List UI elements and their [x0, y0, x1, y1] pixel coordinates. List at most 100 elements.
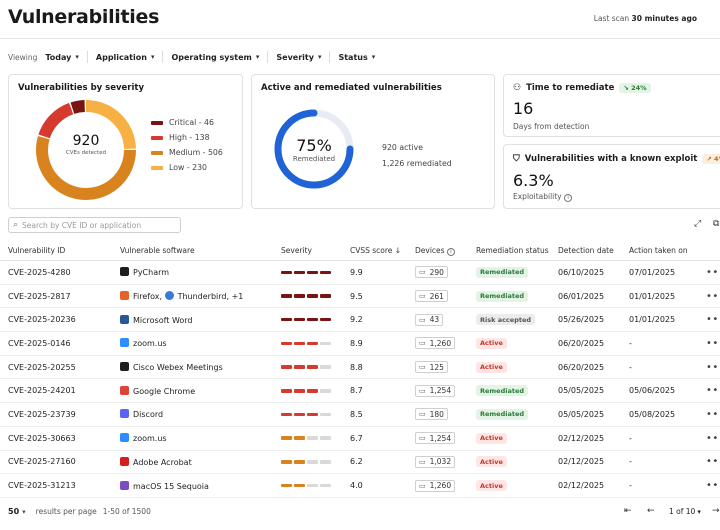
action-date: 07/01/2025	[629, 267, 676, 277]
expand-icon[interactable]: ⤢	[694, 219, 702, 229]
cvss-score: 8.5	[350, 409, 363, 419]
col-detection-date[interactable]: Detection date	[558, 246, 614, 255]
vulnerability-id[interactable]: CVE-2025-24201	[8, 386, 76, 396]
status-badge: Active	[476, 361, 507, 373]
filter-severity[interactable]: Severity ▾	[268, 51, 331, 63]
status-badge: Remediated	[476, 290, 529, 302]
zoom-icon	[120, 433, 129, 443]
detection-date: 02/12/2025	[558, 433, 605, 443]
severity-total: 920	[72, 133, 100, 149]
vulnerability-id[interactable]: CVE-2025-4280	[8, 267, 71, 277]
more-options-icon[interactable]: •••	[706, 408, 720, 420]
exploit-title: Vulnerabilities with a known exploit	[524, 154, 698, 164]
software-cell: Cisco Webex Meetings	[120, 362, 223, 372]
software-cell: zoom.us	[120, 433, 167, 443]
filter-today[interactable]: Today ▾	[45, 51, 88, 63]
devices-chip[interactable]: ▭ 125	[415, 361, 448, 374]
page-select[interactable]: 1 of 10 ▾	[669, 507, 701, 516]
more-options-icon[interactable]: •••	[706, 361, 720, 373]
table-row[interactable]: CVE-2025-0146 zoom.us 8.9 ▭ 1,260 Active 06/20…	[0, 332, 720, 356]
action-date: 05/08/2025	[629, 409, 676, 419]
monitor-icon: ▭	[419, 481, 426, 490]
devices-chip[interactable]: ▭ 180	[415, 408, 448, 421]
devices-chip[interactable]: ▭ 290	[415, 266, 448, 279]
table-row[interactable]: CVE-2025-24201 Google Chrome 8.7 ▭ 1,254 Reme…	[0, 379, 720, 404]
filter-status[interactable]: Status ▾	[338, 52, 376, 62]
info-icon[interactable]: i	[564, 194, 573, 202]
table-row[interactable]: CVE-2025-27160 Adobe Acrobat 6.2 ▭ 1,032 Acti…	[0, 451, 720, 475]
severity-card-title: Vulnerabilities by severity	[18, 83, 144, 93]
vulnerability-id[interactable]: CVE-2025-27160	[8, 457, 76, 467]
devices-chip[interactable]: ▭ 1,254	[415, 384, 456, 397]
filter-label: Viewing	[8, 52, 38, 62]
col-severity[interactable]: Severity	[281, 246, 312, 255]
per-page-select[interactable]: 50 ▾	[8, 507, 26, 516]
table-row[interactable]: CVE-2025-30663 zoom.us 6.7 ▭ 1,254 Active 02/1…	[0, 427, 720, 451]
first-page-icon[interactable]: ⇤	[624, 506, 632, 516]
more-options-icon[interactable]: •••	[706, 480, 720, 492]
devices-chip[interactable]: ▭ 1,260	[415, 337, 456, 350]
col-remediation-status[interactable]: Remediation status	[476, 246, 549, 255]
devices-chip[interactable]: ▭ 1,260	[415, 479, 456, 492]
remediated-count: 1,226 remediated	[382, 159, 452, 168]
col-action-taken-on[interactable]: Action taken on	[629, 246, 688, 255]
more-options-icon[interactable]: •••	[706, 290, 720, 302]
monitor-icon: ▭	[419, 410, 426, 419]
next-page-icon[interactable]: →	[712, 506, 720, 516]
software-cell: Google Chrome	[120, 385, 195, 396]
table-row[interactable]: CVE-2025-20236 Microsoft Word 9.2 ▭ 43 Risk a…	[0, 308, 720, 333]
more-options-icon[interactable]: •••	[706, 337, 720, 349]
devices-chip[interactable]: ▭ 43	[415, 313, 444, 326]
active-card-title: Active and remediated vulnerabilities	[261, 83, 442, 93]
prev-page-icon[interactable]: ←	[647, 506, 655, 516]
software-cell: Discord	[120, 409, 163, 419]
vulnerability-id[interactable]: CVE-2025-20236	[8, 315, 76, 325]
col-cvss-score[interactable]: CVSS score ↓	[350, 246, 402, 255]
severity-bar	[281, 317, 331, 322]
action-date: -	[629, 338, 632, 348]
table-row[interactable]: CVE-2025-4280 PyCharm 9.9 ▭ 290 Remediated 06/…	[0, 261, 720, 285]
cvss-score: 9.5	[350, 291, 363, 301]
more-options-icon[interactable]: •••	[706, 385, 720, 397]
action-date: 01/01/2025	[629, 291, 676, 301]
col-vulnerable-software[interactable]: Vulnerable software	[120, 246, 195, 255]
devices-chip[interactable]: ▭ 1,032	[415, 455, 456, 468]
page-header: Vulnerabilities Last scan 30 minutes ago	[8, 6, 720, 36]
cvss-score: 4.0	[350, 481, 363, 491]
status-badge: Active	[476, 480, 507, 492]
vulnerability-id[interactable]: CVE-2025-31213	[8, 481, 76, 491]
chevron-down-icon: ▾	[317, 53, 322, 61]
col-vulnerability-id[interactable]: Vulnerability ID	[8, 246, 66, 255]
filter-application[interactable]: Application ▾	[88, 51, 164, 63]
more-options-icon[interactable]: •••	[706, 432, 720, 444]
action-date: 05/06/2025	[629, 386, 676, 396]
table-row[interactable]: CVE-2025-2817 Firefox, Thunderbird, +1 9.5…	[0, 285, 720, 309]
more-options-icon[interactable]: •••	[706, 266, 720, 278]
monitor-icon: ▭	[419, 434, 426, 443]
vulnerability-id[interactable]: CVE-2025-20255	[8, 362, 76, 372]
devices-chip[interactable]: ▭ 1,254	[415, 432, 456, 445]
table-row[interactable]: CVE-2025-23739 Discord 8.5 ▭ 180 Remediated 05…	[0, 403, 720, 427]
table-row[interactable]: CVE-2025-20255 Cisco Webex Meetings 8.8 ▭ 12…	[0, 356, 720, 380]
vulnerability-id[interactable]: CVE-2025-2817	[8, 291, 71, 301]
detection-date: 02/12/2025	[558, 457, 605, 467]
filter-operating-system[interactable]: Operating system ▾	[163, 51, 269, 63]
cvss-score: 6.2	[350, 457, 363, 467]
more-options-icon[interactable]: •••	[706, 314, 720, 326]
detection-date: 06/20/2025	[558, 362, 605, 372]
search-input[interactable]: ⌕ Search by CVE ID or application	[8, 217, 181, 233]
monitor-icon: ▭	[419, 339, 426, 348]
severity-bar	[281, 483, 331, 488]
vulnerability-id[interactable]: CVE-2025-0146	[8, 338, 71, 348]
devices-chip[interactable]: ▭ 261	[415, 290, 448, 303]
table-row[interactable]: CVE-2025-31213 macOS 15 Sequoia 4.0 ▭ 1,260 A…	[0, 474, 720, 498]
cvss-score: 9.2	[350, 315, 363, 325]
col-devices[interactable]: Devices i	[415, 246, 455, 256]
detection-date: 05/05/2025	[558, 386, 605, 396]
export-icon[interactable]: ⧉	[713, 219, 720, 229]
vulnerability-id[interactable]: CVE-2025-23739	[8, 409, 76, 419]
webex-icon	[120, 362, 129, 372]
software-cell: Microsoft Word	[120, 314, 193, 325]
vulnerability-id[interactable]: CVE-2025-30663	[8, 433, 76, 443]
more-options-icon[interactable]: •••	[706, 456, 720, 468]
